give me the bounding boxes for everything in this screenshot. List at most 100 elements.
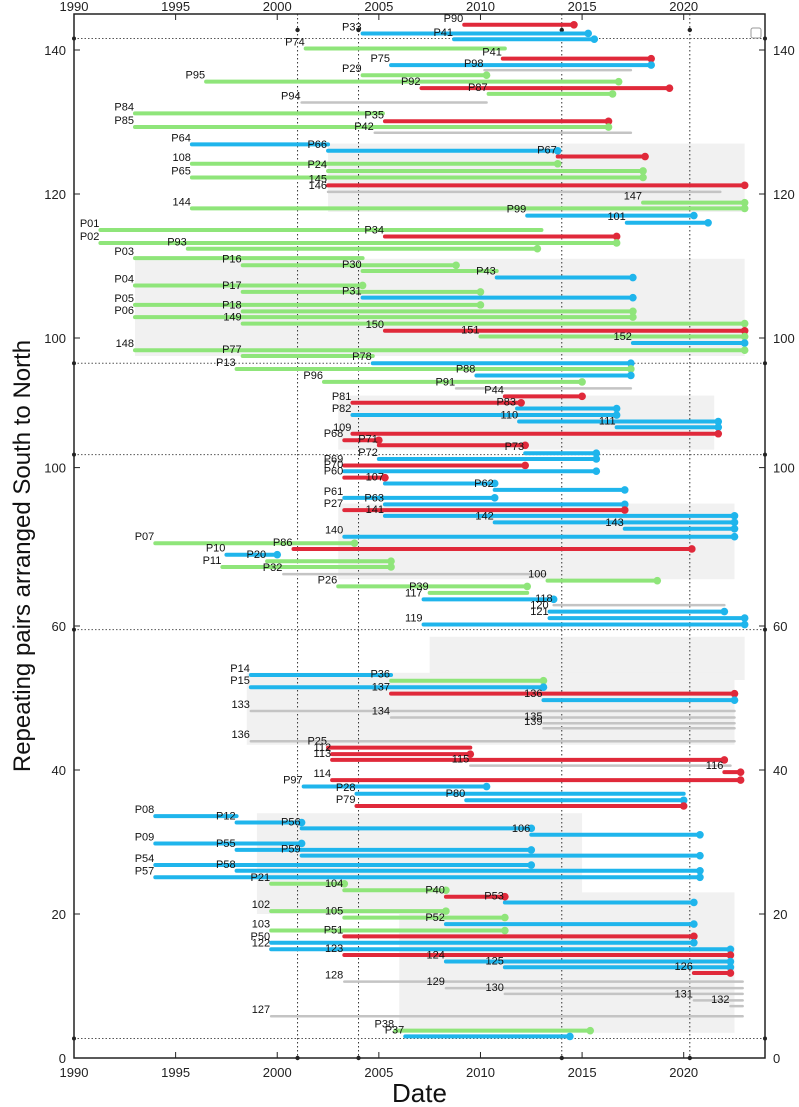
segment-label: P52 — [425, 912, 445, 924]
segment-label: P25 — [307, 736, 327, 748]
x-tick-label-bottom: 1995 — [161, 1065, 190, 1080]
segment-endpoint — [641, 152, 649, 161]
segment-endpoint — [647, 54, 655, 63]
x-tick-label-bottom: 2015 — [568, 1065, 597, 1080]
segment-endpoint — [476, 301, 485, 309]
segment-label: P74 — [285, 37, 305, 49]
x-tick-label-bottom: 1990 — [60, 1065, 89, 1080]
segment-endpoint — [714, 429, 723, 438]
segment-endpoint — [566, 1032, 574, 1041]
segment-endpoint — [570, 21, 578, 29]
segment-endpoint — [482, 782, 491, 791]
x-tick-label-top: 1990 — [60, 0, 89, 14]
segment-endpoint — [730, 518, 739, 527]
segment-label: 129 — [427, 976, 445, 988]
segment-endpoint — [527, 824, 536, 833]
segment-endpoint — [539, 683, 548, 691]
segment-label: P03 — [114, 246, 134, 258]
segment-label: P35 — [364, 109, 384, 121]
segment-label: P33 — [342, 21, 362, 33]
segment-label: 149 — [223, 312, 241, 324]
segment-label: P87 — [468, 82, 488, 94]
segment-label: P42 — [354, 121, 374, 133]
segment-endpoint — [586, 1026, 595, 1035]
segment-endpoint — [604, 117, 613, 126]
segment-label: P81 — [332, 391, 352, 403]
segment-label: P04 — [114, 273, 134, 285]
segment-label: P09 — [135, 831, 155, 843]
segment-label: P88 — [456, 363, 476, 375]
segment-endpoint — [612, 411, 621, 419]
segment-label: 122 — [252, 937, 270, 949]
y-tick-label-right: 120 — [773, 187, 795, 202]
segment-label: P68 — [324, 428, 344, 440]
segment-endpoint — [553, 147, 562, 155]
segment-label: P91 — [436, 376, 456, 388]
segment-label: 120 — [530, 600, 548, 612]
y-tick-label-right: 60 — [773, 619, 787, 634]
segment-endpoint — [629, 273, 637, 282]
segment-endpoint — [740, 332, 749, 341]
segment-endpoint — [490, 479, 499, 488]
x-tick-label-top: 2005 — [364, 0, 393, 14]
segment-label: P71 — [358, 433, 378, 445]
segment-label: P02 — [80, 231, 100, 243]
segment-label: P57 — [135, 865, 155, 877]
segment-label: P10 — [206, 543, 226, 555]
segment-endpoint — [696, 867, 704, 875]
segment-endpoint — [490, 494, 499, 502]
segment-endpoint — [730, 512, 739, 520]
segment-label: 148 — [116, 338, 134, 350]
y-tick-label-left: 0 — [59, 1051, 66, 1066]
segment-label: P34 — [364, 224, 384, 236]
segment-endpoint — [466, 750, 475, 758]
segment-endpoint — [639, 167, 647, 175]
y-tick-label-right: 0 — [773, 1051, 780, 1066]
y-tick-label-right: 40 — [773, 763, 787, 778]
segment-endpoint — [736, 776, 745, 784]
segment-label: 101 — [607, 211, 625, 223]
segment-label: P26 — [318, 574, 338, 586]
x-tick-label-top: 1995 — [161, 0, 190, 14]
x-axis-title: Date — [392, 1078, 447, 1107]
segment-endpoint — [730, 525, 739, 533]
segment-endpoint — [523, 582, 532, 591]
legend-box[interactable] — [750, 27, 762, 39]
x-tick-label-top: 2020 — [669, 0, 698, 14]
segment-label: P36 — [370, 669, 390, 681]
segment-label: P39 — [409, 581, 429, 593]
segment-label: P07 — [135, 531, 155, 543]
segment-label: P62 — [474, 478, 494, 490]
segment-label: 135 — [524, 711, 542, 723]
segment-endpoint — [387, 557, 395, 565]
segment-label: 119 — [405, 613, 423, 625]
segment-endpoint — [720, 607, 729, 616]
vertical-marker-dot-top — [295, 27, 300, 33]
segment-endpoint — [387, 563, 395, 571]
segment-label: 134 — [372, 705, 390, 717]
segment-label: P70 — [324, 459, 344, 471]
segment-label: P95 — [186, 70, 206, 82]
segment-endpoint — [629, 307, 637, 316]
x-tick-label-bottom: 2020 — [669, 1065, 698, 1080]
segment-endpoint — [608, 90, 617, 98]
axis-tick-layer: 1990199019951995200020002005200520102010… — [44, 0, 794, 1080]
segment-endpoint — [740, 319, 749, 328]
segment-endpoint — [358, 281, 367, 290]
segment-endpoint — [533, 244, 542, 253]
segment-label: 140 — [325, 525, 343, 537]
segment-label: P29 — [342, 63, 362, 75]
x-tick-label-bottom: 2005 — [364, 1065, 393, 1080]
segment-endpoint — [690, 211, 698, 220]
segment-endpoint — [726, 963, 735, 972]
segment-endpoint — [612, 239, 621, 247]
segment-label: 115 — [452, 754, 470, 766]
y-axis-title: Repeating pairs arranged South to North — [9, 340, 36, 772]
segment-endpoint — [501, 892, 509, 901]
segment-endpoint — [690, 932, 698, 941]
segment-endpoint — [297, 839, 306, 848]
segment-label: P28 — [336, 782, 356, 794]
segment-label: 136 — [231, 729, 249, 741]
segment-label: P83 — [496, 397, 516, 409]
segment-label: 144 — [173, 196, 191, 208]
